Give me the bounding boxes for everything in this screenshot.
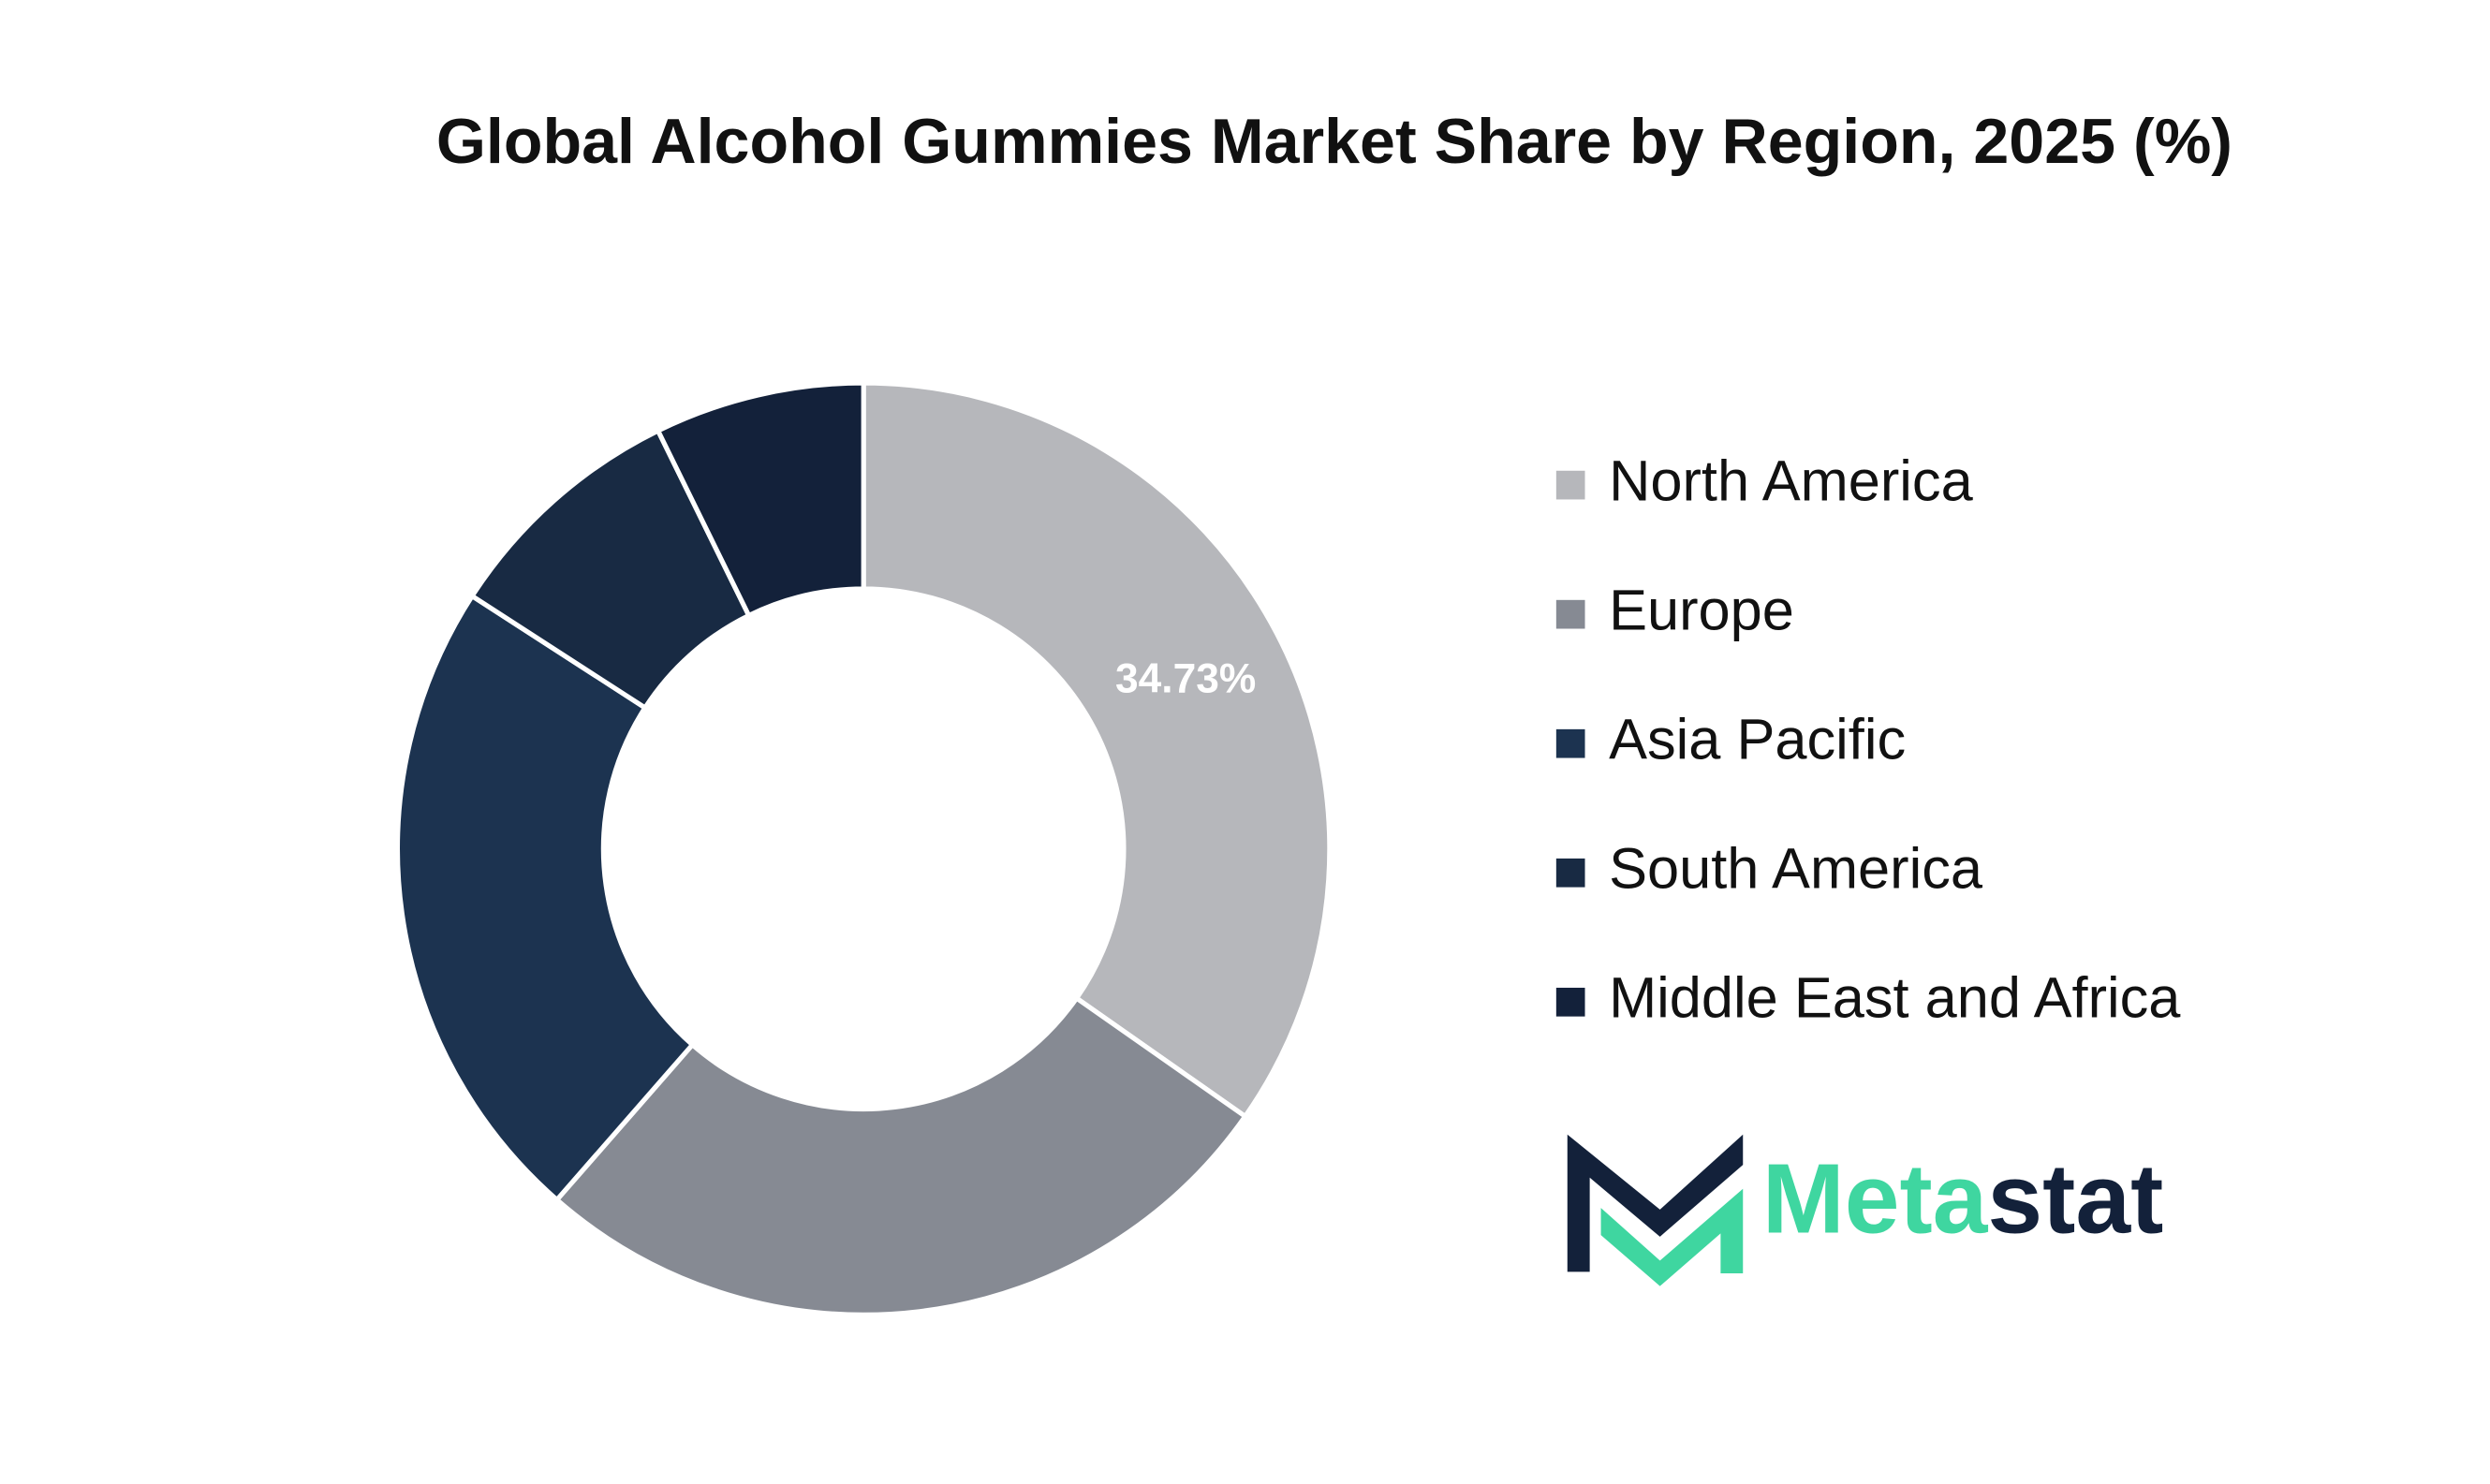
chart-title: Global Alcohol Gummies Market Share by R…	[435, 107, 2233, 178]
title-box: Global Alcohol Gummies Market Share by R…	[435, 107, 2233, 178]
legend-label: Europe	[1609, 578, 1794, 642]
legend-swatch	[1555, 470, 1585, 500]
legend-swatch	[1555, 858, 1585, 888]
legend-label: South America	[1609, 836, 1983, 901]
legend-label: Asia Pacific	[1609, 707, 1906, 771]
slice	[655, 380, 866, 619]
slice	[394, 593, 696, 1204]
legend-label: North America	[1609, 448, 1974, 513]
value-label: 34.73%	[1115, 655, 1256, 701]
slice	[861, 380, 1333, 1120]
logo: Metastat	[1567, 1134, 2164, 1286]
logo-part: stat	[1987, 1143, 2163, 1254]
logo-part: Meta	[1762, 1143, 1989, 1254]
slice	[553, 994, 1249, 1317]
legend-swatch	[1555, 599, 1585, 629]
logo-text: Metastat	[1762, 1143, 2164, 1254]
logo-icon	[1600, 1188, 1744, 1286]
legend-label: Middle East and Africa	[1609, 966, 2181, 1031]
legend-swatch	[1555, 728, 1585, 758]
logo-icon	[1567, 1134, 1744, 1272]
legend-swatch	[1555, 987, 1585, 1017]
